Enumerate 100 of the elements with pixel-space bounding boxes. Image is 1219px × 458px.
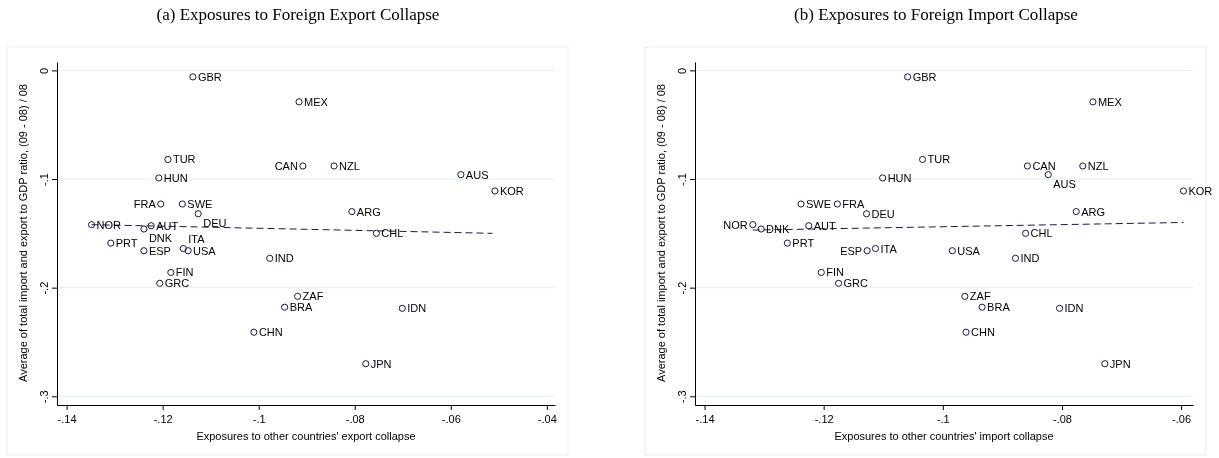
point bbox=[491, 187, 499, 195]
annotation: AUT bbox=[156, 219, 179, 232]
annotation: KOR bbox=[1188, 184, 1213, 197]
annotation: KOR bbox=[499, 184, 524, 197]
point bbox=[797, 200, 805, 208]
annotation: FIN bbox=[826, 266, 845, 279]
point bbox=[1101, 360, 1109, 368]
annotation: NOR bbox=[723, 218, 748, 231]
annotation: GBR bbox=[197, 70, 222, 83]
point bbox=[155, 174, 163, 182]
y-axis-title: Average of total import and export to GDP ratio, (09 - 08) / 08 bbox=[17, 84, 29, 382]
point bbox=[156, 279, 164, 287]
point bbox=[1023, 162, 1031, 170]
point bbox=[783, 239, 791, 247]
annotation: PRT bbox=[115, 237, 138, 250]
point bbox=[164, 155, 172, 164]
point bbox=[834, 279, 843, 287]
x-tick-label: -.14 bbox=[57, 412, 77, 425]
point bbox=[1179, 187, 1188, 195]
point bbox=[879, 174, 887, 182]
y-tick-label: -.2 bbox=[38, 281, 50, 295]
annotation: ARG bbox=[1081, 205, 1106, 218]
annotation: SWE bbox=[806, 198, 832, 210]
point bbox=[457, 171, 465, 179]
point bbox=[294, 292, 302, 300]
annotation: USA bbox=[957, 244, 981, 257]
y-tick-label: -.3 bbox=[676, 390, 688, 404]
point bbox=[1011, 254, 1020, 262]
annotation: TUR bbox=[172, 153, 196, 166]
point bbox=[250, 328, 258, 336]
chart-title: (a) Exposures to Foreign Export Collapse bbox=[156, 5, 440, 24]
annotation: ZAF bbox=[969, 290, 991, 303]
point bbox=[1079, 162, 1087, 170]
annotation: AUT bbox=[813, 219, 837, 232]
point bbox=[833, 200, 841, 208]
point bbox=[1022, 229, 1030, 237]
point bbox=[266, 254, 274, 262]
annotation: HUN bbox=[163, 171, 188, 184]
point bbox=[87, 221, 96, 229]
annotation: IDN bbox=[407, 302, 427, 315]
x-tick-label: -.1 bbox=[936, 412, 950, 425]
annotation: CAN bbox=[1032, 159, 1056, 172]
point bbox=[978, 303, 986, 311]
point bbox=[167, 268, 175, 277]
annotation: FIN bbox=[175, 266, 194, 279]
annotation: PRT bbox=[792, 237, 815, 250]
point bbox=[962, 328, 970, 336]
annotation: BRA bbox=[289, 301, 313, 314]
annotation: CHL bbox=[1030, 227, 1053, 240]
point bbox=[362, 360, 370, 368]
point bbox=[140, 225, 148, 233]
point bbox=[157, 200, 165, 208]
annotation: ITA bbox=[188, 232, 206, 245]
annotation: IDN bbox=[1064, 302, 1084, 315]
annotation: CHN bbox=[971, 326, 995, 339]
annotation: GBR bbox=[912, 70, 937, 83]
point bbox=[107, 239, 115, 247]
x-axis-title: Exposures to other countries' export collapse bbox=[196, 430, 416, 442]
annotation: ARG bbox=[356, 205, 381, 218]
point bbox=[194, 210, 202, 218]
y-tick-label: -.1 bbox=[38, 173, 50, 186]
point bbox=[948, 247, 956, 255]
y-tick-label: -.1 bbox=[676, 173, 688, 186]
point bbox=[184, 247, 192, 255]
y-tick-label: -.2 bbox=[676, 281, 688, 295]
point bbox=[330, 162, 338, 170]
point bbox=[299, 162, 307, 170]
point bbox=[749, 221, 757, 229]
point bbox=[904, 73, 912, 81]
point bbox=[961, 292, 969, 300]
annotation: IND bbox=[1020, 252, 1040, 265]
point bbox=[817, 268, 825, 277]
x-tick-label: -.14 bbox=[695, 412, 715, 425]
annotation: HUN bbox=[887, 171, 912, 184]
annotation: CHL bbox=[381, 227, 404, 240]
point bbox=[178, 200, 186, 208]
annotation: AUS bbox=[1053, 177, 1076, 190]
x-tick-label: -.04 bbox=[537, 412, 557, 425]
point bbox=[1072, 208, 1080, 216]
annotation: ESP bbox=[840, 244, 863, 257]
point bbox=[863, 247, 871, 255]
annotation: MEX bbox=[304, 95, 329, 108]
point bbox=[348, 208, 356, 216]
x-tick-label: -.08 bbox=[345, 412, 365, 425]
annotation: FRA bbox=[133, 198, 157, 210]
point bbox=[398, 304, 406, 312]
annotation: DNK bbox=[766, 222, 791, 235]
y-tick-label: 0 bbox=[38, 67, 50, 74]
annotation: ITA bbox=[880, 242, 898, 255]
annotation: ESP bbox=[148, 244, 171, 257]
annotation: NZL bbox=[339, 159, 360, 172]
x-axis-title: Exposures to other countries' import collapse bbox=[834, 430, 1054, 442]
annotation: AUS bbox=[465, 168, 489, 181]
annotation: USA bbox=[193, 244, 217, 257]
point bbox=[147, 222, 155, 230]
annotation: CHN bbox=[258, 326, 283, 339]
point bbox=[862, 210, 871, 218]
annotation: DEU bbox=[203, 216, 227, 229]
annotation: CAN bbox=[274, 159, 298, 172]
point bbox=[918, 155, 927, 164]
